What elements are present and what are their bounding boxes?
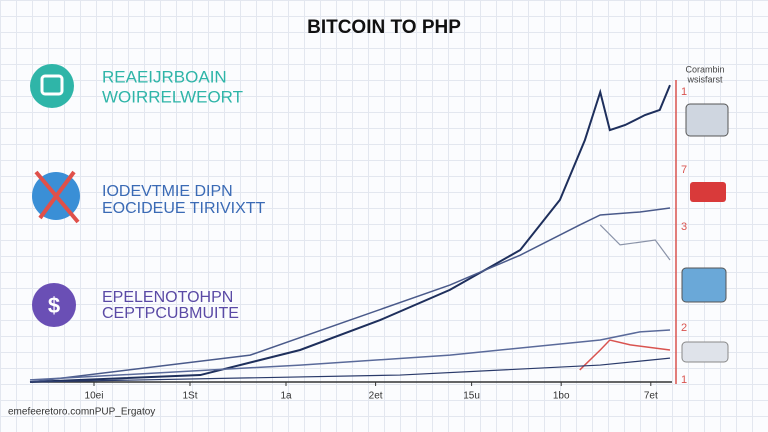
icon (690, 182, 726, 202)
side-label: 7 (681, 164, 687, 176)
series-line (29, 329, 671, 381)
x-tick-label: 2et (369, 391, 383, 402)
panel-text: EOCIDEUE TIRIVIXTT (102, 200, 266, 217)
icon (685, 103, 729, 137)
x-tick-label: 1bo (553, 391, 570, 402)
chart-title: BITCOIN TO PHP (307, 17, 461, 38)
icon (681, 341, 729, 363)
x-tick-label: 1St (182, 391, 197, 402)
series-line (29, 84, 671, 383)
x-tick-label: 7et (644, 391, 658, 402)
panel-text: REAEIJRBOAIN (102, 67, 227, 86)
side-label: 3 (681, 221, 687, 233)
side-note: Corambin (685, 64, 724, 74)
panel-text: IODEVTMIE DIPN (102, 183, 233, 200)
series-line (579, 339, 671, 371)
icon (681, 267, 727, 303)
panel-text: EPELENOTOHPN (102, 289, 233, 306)
panel-text: WOIRRELWEORT (102, 87, 243, 106)
x-tick-label: 10ei (85, 391, 104, 402)
x-tick-label: 1a (280, 391, 292, 402)
series-line (599, 224, 671, 261)
icon (30, 64, 74, 108)
footer: emefeeretoro.comnPUP_Ergatoy (8, 407, 155, 418)
series-line (29, 207, 671, 383)
icon-glyph (34, 170, 80, 224)
icon-glyph: $ (48, 293, 60, 318)
series-line (29, 357, 671, 383)
side-label: 1 (681, 86, 687, 98)
icon (32, 283, 76, 327)
side-label: 2 (681, 322, 687, 334)
panel-text: CEPTPCUBMUITE (102, 305, 239, 322)
side-note: wsisfarst (686, 74, 723, 84)
icon-glyph (40, 74, 64, 96)
x-tick-label: 15u (463, 391, 480, 402)
side-label: 1 (681, 374, 687, 386)
